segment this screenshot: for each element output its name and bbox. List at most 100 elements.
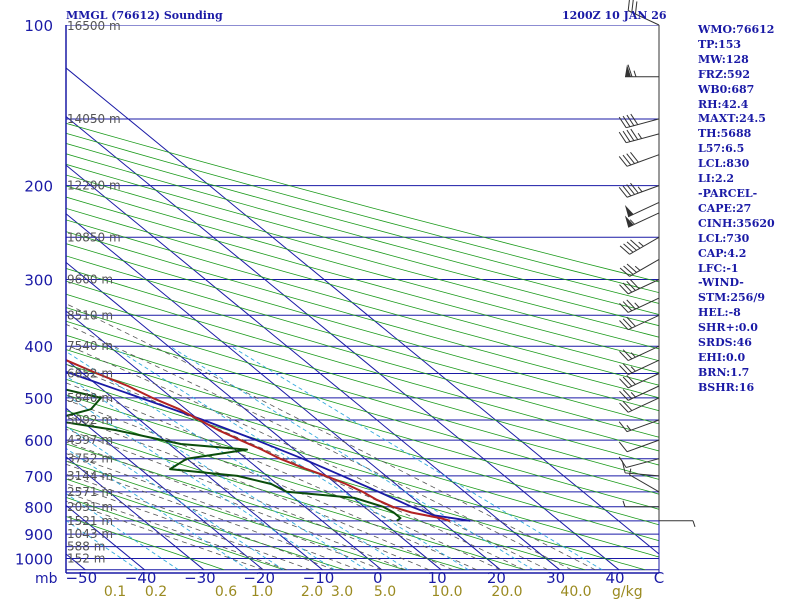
wind-barb-half: [692, 520, 696, 527]
index-line: LCL:830: [698, 157, 750, 171]
wind-barb-full: [619, 365, 629, 375]
pressure-tick-label: 200: [24, 178, 53, 196]
mixing-ratio-line: [66, 519, 139, 571]
pressure-tick-label: 100: [24, 17, 53, 35]
moist-adiabat: [66, 303, 596, 571]
valid-time: 1200Z 10 JAN 26: [562, 9, 667, 22]
moist-adiabat: [66, 323, 572, 571]
dry-adiabat: [66, 243, 659, 412]
index-line: HEL:-8: [698, 306, 741, 320]
wind-barb: [618, 113, 660, 129]
wind-barb-half: [633, 70, 637, 77]
height-label: 2571 m: [67, 485, 113, 499]
wind-barb-half: [630, 352, 636, 358]
wind-barb-full: [622, 401, 633, 411]
wind-barb-full: [634, 1, 638, 15]
mixing-ratio-label: 0.1: [104, 584, 126, 600]
index-line: TH:5688: [698, 127, 752, 141]
pressure-tick-label: 300: [24, 272, 53, 290]
moist-adiabat: [66, 453, 382, 571]
temperature-tick-label: −20: [243, 569, 275, 587]
isotherm-line: [66, 164, 561, 571]
mixing-ratio-line: [66, 375, 367, 571]
wind-barb-full: [622, 130, 631, 142]
wind-barb-half: [630, 392, 636, 398]
dry-adiabat: [66, 363, 659, 542]
wind-barb-full: [630, 113, 639, 125]
index-line: -PARCEL-: [698, 186, 758, 200]
mixing-ratio-unit-label: g/kg: [612, 584, 643, 600]
wind-barb-full: [626, 263, 637, 273]
height-label: 1521 m: [67, 514, 113, 528]
wind-barb: [618, 128, 660, 144]
dry-adiabat: [66, 143, 659, 304]
dry-adiabat: [66, 219, 659, 386]
index-line: WMO:76612: [698, 23, 775, 36]
wind-barb-half: [634, 302, 640, 308]
wind-barb: [621, 460, 660, 477]
isotherm-line: [66, 456, 205, 571]
wind-barb-full: [619, 302, 629, 313]
plot-area: [66, 25, 659, 571]
dry-adiabat: [66, 196, 659, 362]
pressure-tick-label: 400: [24, 338, 53, 356]
dry-adiabat: [66, 426, 525, 571]
wind-barb-shaft: [627, 385, 660, 401]
wind-barb-half: [637, 133, 643, 139]
wind-barb-full: [622, 185, 632, 197]
isotherm-line: [66, 358, 323, 571]
wind-barb-full: [626, 241, 637, 251]
wind-barb-half: [629, 219, 635, 225]
index-line: CAP:4.2: [698, 246, 747, 260]
temperature-tick-label: −30: [184, 569, 216, 587]
pressure-tick-label: 800: [24, 499, 53, 517]
height-label: 2031 m: [67, 500, 113, 514]
height-label: 8510 m: [67, 308, 113, 322]
isotherm-line: [66, 261, 442, 571]
wind-barb-half: [626, 424, 632, 431]
wind-barb-shaft: [626, 185, 660, 198]
temperature-tick-label: 0: [373, 569, 383, 587]
wind-barb-full: [618, 116, 627, 128]
pressure-tick-label: 600: [24, 432, 53, 450]
station-title: MMGL (76612) Sounding: [66, 9, 223, 22]
wind-barb-full: [626, 114, 635, 126]
index-line: L57:6.5: [698, 142, 745, 156]
moist-adiabat: [66, 492, 288, 571]
height-label: 12290 m: [67, 179, 121, 193]
index-line: LCL:730: [698, 231, 750, 245]
wind-barb-full: [619, 320, 629, 331]
index-line: FRZ:592: [698, 67, 751, 81]
wind-barb-full: [618, 187, 628, 198]
wind-barb-shaft: [627, 314, 660, 331]
dry-adiabat: [66, 307, 659, 480]
dry-adiabat: [66, 163, 659, 327]
moist-adiabat: [66, 344, 548, 571]
index-line: CAPE:27: [698, 201, 752, 215]
wind-barb: [624, 201, 660, 218]
mixing-ratio-label: 0.6: [215, 584, 237, 600]
wind-barb: [619, 297, 660, 313]
wind-barb-full: [622, 349, 633, 360]
wind-barb-half: [630, 366, 636, 372]
wind-barb-shaft: [626, 133, 660, 144]
wind-barb-full: [619, 378, 629, 389]
wind-barb-flag: [625, 64, 631, 77]
wind-barb-full: [626, 129, 635, 141]
mixing-ratio-line: [230, 345, 603, 571]
wind-barb-full: [622, 282, 633, 293]
mixing-ratio-line: [169, 345, 534, 571]
wind-barb-half: [637, 186, 643, 193]
wind-barb: [619, 345, 660, 362]
temperature-trace: [66, 359, 451, 522]
dry-adiabat: [66, 478, 345, 571]
index-line: TP:153: [698, 37, 742, 51]
index-line: SHR+:0.0: [698, 321, 758, 335]
mixing-ratio-line: [66, 394, 335, 571]
wind-barb-shaft: [626, 154, 660, 167]
dry-adiabat: [66, 320, 659, 495]
mixing-ratio-label: 20.0: [491, 584, 522, 600]
dry-adiabat: [66, 280, 659, 452]
index-line: LFC:-1: [698, 261, 739, 275]
